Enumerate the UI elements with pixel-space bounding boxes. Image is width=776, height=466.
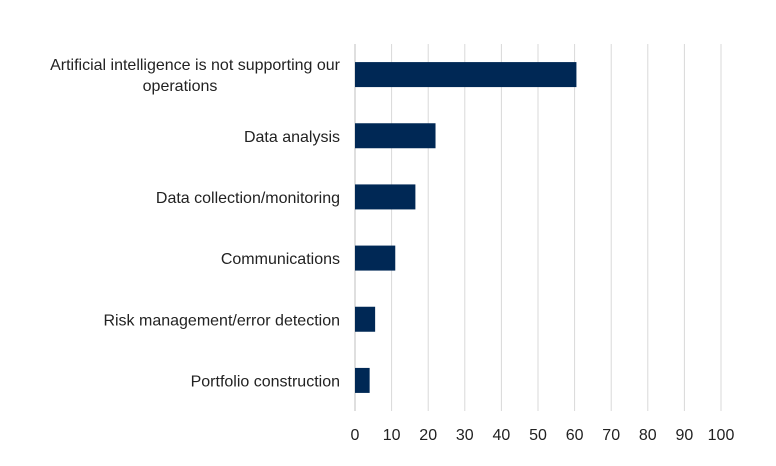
x-tick-label: 90 — [676, 427, 694, 444]
bar — [355, 123, 436, 149]
category-label: Communications — [221, 251, 340, 268]
x-tick-label: 80 — [639, 427, 657, 444]
category-labels: Artificial intelligence is not supportin… — [50, 57, 341, 390]
bar — [355, 245, 396, 271]
category-label: Risk management/error detection — [103, 312, 340, 329]
x-tick-label: 50 — [529, 427, 547, 444]
x-tick-label: 30 — [456, 427, 474, 444]
bar — [355, 184, 416, 210]
x-axis-ticks: 0 10 20 30 40 50 60 70 80 90 100 — [351, 427, 735, 444]
x-tick-label: 20 — [419, 427, 437, 444]
bar — [355, 306, 376, 332]
x-tick-label: 60 — [566, 427, 584, 444]
x-tick-label: 0 — [351, 427, 360, 444]
x-tick-label: 10 — [383, 427, 401, 444]
category-label: Data analysis — [244, 129, 340, 146]
x-tick-label: 100 — [708, 427, 735, 444]
x-tick-label: 70 — [602, 427, 620, 444]
gridlines — [354, 44, 722, 411]
category-label: Artificial intelligence is not supportin… — [50, 57, 341, 74]
category-label: Data collection/monitoring — [156, 190, 340, 207]
category-label: operations — [143, 78, 218, 95]
bar — [355, 367, 370, 393]
bar — [355, 62, 577, 88]
x-tick-label: 40 — [493, 427, 511, 444]
bars — [355, 62, 577, 393]
category-label: Portfolio construction — [191, 373, 340, 390]
